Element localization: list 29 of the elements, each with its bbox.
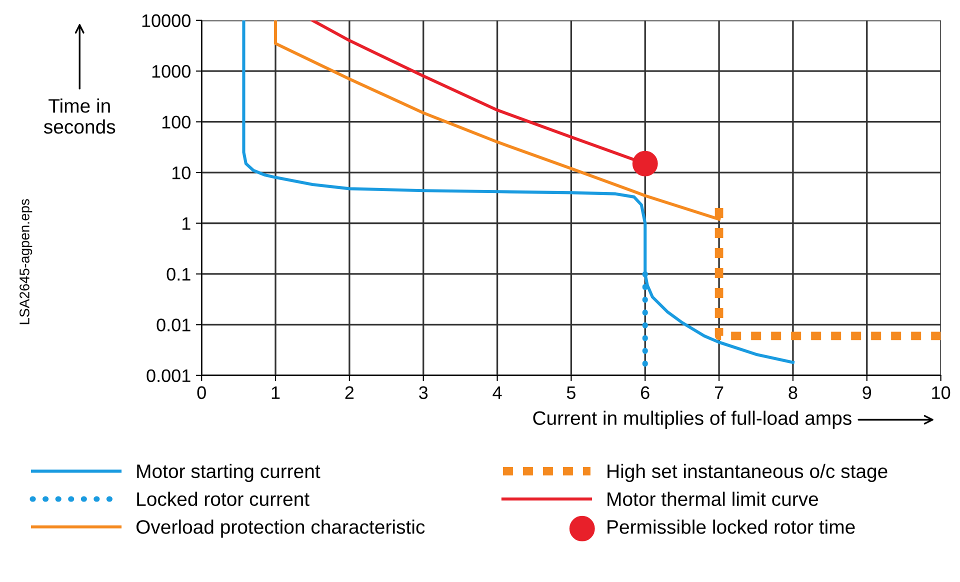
x-tick-label: 7 (714, 386, 724, 399)
y-tick-label: 0.01 (156, 318, 190, 332)
y-tick-label: 100 (162, 116, 190, 129)
y-axis-title: Time in seconds (44, 98, 116, 134)
x-tick-label: 2 (345, 386, 354, 399)
y-tick-label: 0.1 (166, 268, 190, 281)
y-tick-label: 0.001 (146, 369, 190, 382)
y-tick-label: 10 (172, 166, 190, 180)
x-tick-label: 8 (788, 386, 798, 400)
legend-label: Locked rotor current (137, 492, 310, 506)
legend-label: Permissible locked rotor time (608, 520, 855, 534)
text: LSA2645-agpen.eps (20, 199, 32, 324)
x-tick-label: 10 (932, 386, 950, 400)
legend-label: Motor thermal limit curve (608, 492, 818, 506)
x-tick-label: 4 (492, 386, 502, 399)
line-series (242, 20, 794, 364)
legend-label: Motor starting current (137, 464, 320, 482)
legend-label: Overload protection characteristic (136, 520, 425, 538)
legend-label: High set instantaneous o/c stage (608, 464, 888, 482)
x-tick-label: 1 (272, 386, 280, 399)
y-tick-label: 1 (182, 217, 190, 230)
y-tick-label: 10000 (142, 14, 190, 28)
x-tick-label: 6 (641, 386, 650, 400)
x-axis-title: Current in multiplies of full-load amps (533, 410, 852, 429)
x-tick-label: 9 (862, 386, 872, 400)
y-tick-label: 1000 (152, 65, 190, 78)
x-tick-label: 0 (197, 386, 206, 400)
x-tick-label: 3 (419, 386, 428, 400)
x-tick-label: 5 (566, 386, 576, 400)
